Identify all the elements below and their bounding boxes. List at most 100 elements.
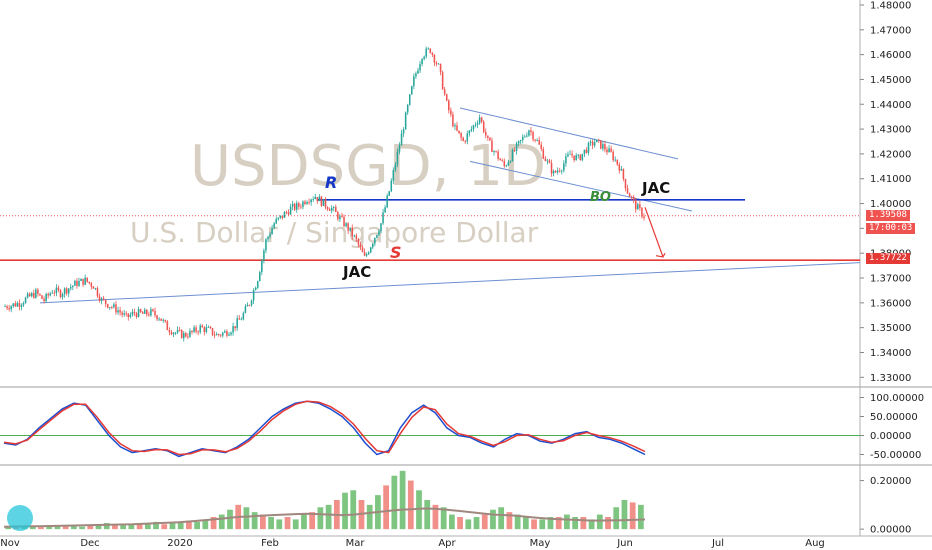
candle-body	[480, 117, 483, 122]
candle-body	[104, 299, 107, 305]
volume-bar	[79, 526, 85, 530]
candle-body	[166, 321, 169, 331]
volume-bar	[70, 526, 77, 530]
candle-body	[51, 292, 54, 294]
candle-body	[624, 179, 627, 189]
candle-body	[80, 278, 82, 281]
candle-body	[487, 135, 489, 138]
candle-body	[59, 290, 62, 298]
candle-body	[554, 170, 557, 173]
candle-body	[28, 293, 31, 297]
candle-body	[612, 151, 614, 161]
candle-body	[402, 129, 405, 134]
time-tick-label: Jul	[711, 538, 724, 549]
volume-bar	[432, 504, 439, 530]
candle-body	[24, 297, 27, 304]
volume-bar	[292, 519, 299, 530]
candle-body	[353, 235, 356, 237]
candle-body	[49, 293, 52, 296]
candle-body	[519, 139, 522, 141]
volume-ma-line	[3, 507, 646, 528]
candle-body	[302, 201, 304, 208]
candle-body	[201, 325, 204, 328]
candle-body	[133, 311, 136, 314]
candle-body	[230, 332, 232, 335]
channel-lower-line	[469, 160, 693, 212]
candle-body	[127, 313, 130, 318]
candle-body	[472, 125, 475, 130]
volume-bar	[588, 519, 595, 530]
candle-body	[240, 319, 243, 321]
candle-body	[365, 254, 368, 256]
candle-body	[448, 100, 450, 111]
candle-body	[561, 170, 563, 172]
volume-bar	[596, 514, 603, 530]
candle-body	[528, 130, 530, 136]
candle-body	[587, 142, 590, 153]
candle-body	[637, 204, 639, 210]
candle-body	[386, 195, 388, 208]
candle-body	[390, 180, 393, 192]
tradingview-logo-icon	[7, 505, 33, 531]
candle-body	[76, 280, 78, 286]
volume-bar	[276, 519, 283, 530]
candle-body	[182, 333, 185, 339]
candle-body	[429, 48, 432, 53]
candle-body	[86, 277, 88, 282]
oscillator-line-red	[3, 400, 646, 456]
candle-body	[316, 197, 319, 202]
candle-body	[238, 318, 241, 320]
candle-body	[456, 125, 458, 131]
price-tick-label: 1.44000	[870, 100, 911, 111]
candle-body	[575, 155, 577, 161]
candle-body	[150, 309, 152, 316]
candle-body	[476, 123, 479, 125]
candle-body	[135, 313, 138, 317]
candle-body	[143, 309, 146, 314]
candle-body	[513, 149, 516, 152]
candle-body	[337, 212, 339, 220]
candle-body	[406, 104, 409, 113]
candle-body	[355, 235, 358, 240]
candle-body	[156, 315, 158, 320]
candle-body	[215, 334, 218, 336]
candle-body	[413, 76, 415, 87]
candle-body	[558, 170, 561, 172]
candle-body	[408, 94, 411, 105]
candle-body	[546, 160, 549, 162]
candle-body	[427, 48, 430, 50]
volume-bar	[514, 514, 521, 530]
candle-body	[57, 287, 60, 291]
price-tick-label: 1.42000	[870, 149, 911, 160]
candle-body	[501, 160, 503, 162]
label-jac-left: JAC	[342, 263, 371, 281]
candle-body	[585, 149, 588, 153]
volume-bar	[457, 517, 463, 530]
volume-bar	[366, 504, 373, 530]
candle-body	[378, 231, 380, 235]
candle-body	[72, 285, 74, 288]
candle-body	[569, 153, 571, 155]
candle-body	[404, 112, 407, 130]
candle-body	[6, 306, 8, 309]
volume-bar	[572, 517, 579, 530]
candle-body	[435, 62, 438, 64]
oscillator-tick-label: -50.00000	[870, 450, 921, 461]
candle-body	[308, 202, 310, 203]
volume-bar	[613, 507, 620, 530]
candle-body	[61, 294, 64, 298]
candle-body	[211, 328, 214, 335]
candle-body	[137, 309, 140, 317]
candle-body	[540, 144, 543, 150]
volume-bar	[465, 519, 472, 530]
candle-body	[431, 52, 434, 55]
price-tick-label: 1.47000	[870, 25, 911, 36]
candle-body	[219, 334, 222, 336]
candle-body	[503, 160, 506, 166]
candle-body	[359, 244, 362, 248]
oscillator-line-blue	[3, 400, 646, 458]
volume-bar	[38, 527, 44, 530]
candle-body	[304, 201, 306, 204]
candle-body	[121, 312, 123, 315]
